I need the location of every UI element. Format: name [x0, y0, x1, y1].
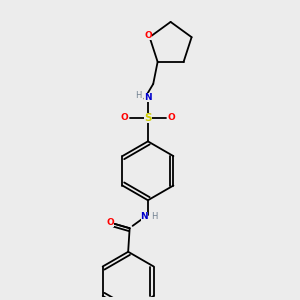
Text: O: O [121, 113, 128, 122]
Text: H: H [151, 212, 158, 221]
Text: O: O [144, 31, 152, 40]
Text: O: O [168, 113, 175, 122]
Text: O: O [106, 218, 114, 227]
Text: N: N [144, 93, 152, 102]
Text: S: S [144, 113, 152, 123]
Text: H: H [135, 91, 141, 100]
Text: N: N [141, 212, 148, 221]
